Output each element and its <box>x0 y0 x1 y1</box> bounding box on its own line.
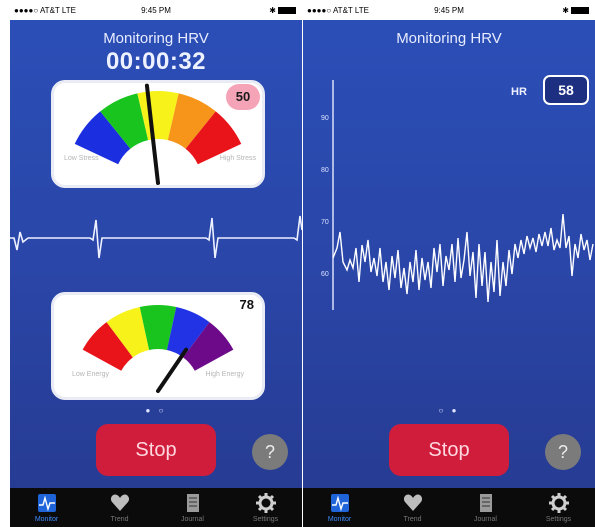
heartbeat-icon <box>38 494 56 512</box>
hr-label: HR <box>511 86 527 98</box>
page-title: Monitoring HRV <box>396 30 502 47</box>
high-energy-label: High Energy <box>205 371 244 378</box>
gauge-segment <box>183 322 234 371</box>
tab-settings[interactable]: Settings <box>229 488 302 527</box>
help-button[interactable]: ? <box>252 434 288 470</box>
tab-settings-label: Settings <box>252 516 279 523</box>
tab-settings[interactable]: Settings <box>522 488 595 527</box>
tab-journal-label: Journal <box>181 516 204 523</box>
y-tick-label: 60 <box>321 271 329 278</box>
hr-value-badge: 58 <box>543 75 589 105</box>
battery-icon: ✱ <box>562 6 589 15</box>
gauge-segment <box>185 111 242 165</box>
tab-trend[interactable]: Trend <box>376 488 449 527</box>
status-time: 9:45 PM <box>434 6 464 15</box>
journal-icon <box>480 494 492 512</box>
bluetooth-icon: ✱ <box>562 6 569 15</box>
status-bar: ●●●●○ AT&T LTE 9:45 PM ✱ <box>303 0 595 20</box>
heart-icon <box>403 494 423 511</box>
page-indicator[interactable]: ○ ● <box>438 406 460 415</box>
page-indicator[interactable]: ● ○ <box>145 406 167 415</box>
tab-bar: Monitor Trend Journal <box>10 488 302 527</box>
tab-trend[interactable]: Trend <box>83 488 156 527</box>
y-tick-label: 70 <box>321 219 329 226</box>
low-energy-label: Low Energy <box>72 371 109 378</box>
high-stress-label: High Stress <box>219 155 256 162</box>
hrv-trace <box>332 213 594 303</box>
gauge-segment <box>139 305 177 350</box>
tab-journal[interactable]: Journal <box>449 488 522 527</box>
tab-monitor[interactable]: Monitor <box>10 488 83 527</box>
tab-journal-label: Journal <box>474 516 497 523</box>
low-stress-label: Low Stress <box>64 155 99 162</box>
gauge-segment <box>167 93 216 149</box>
tab-bar: Monitor Trend Journal <box>303 488 595 527</box>
tab-monitor-label: Monitor <box>34 516 59 523</box>
carrier-signal: ●●●●○ AT&T LTE <box>307 6 369 15</box>
status-bar: ●●●●○ AT&T LTE 9:45 PM ✱ <box>10 0 302 20</box>
energy-gauge <box>82 305 234 393</box>
gauge-segment <box>74 111 131 165</box>
stop-button[interactable]: Stop <box>389 424 509 476</box>
y-tick-label: 90 <box>321 115 329 122</box>
y-tick-label: 80 <box>321 167 329 174</box>
gauge-segment <box>106 306 150 358</box>
gauge-needle <box>156 347 189 393</box>
bluetooth-icon: ✱ <box>269 6 276 15</box>
session-timer: 00:00:32 <box>105 48 207 75</box>
tab-monitor-label: Monitor <box>327 516 352 523</box>
heartbeat-icon <box>331 494 349 512</box>
gauge-segment <box>166 306 210 358</box>
tab-trend-label: Trend <box>110 516 129 523</box>
tab-trend-label: Trend <box>403 516 422 523</box>
energy-value: 78 <box>239 297 254 312</box>
gauge-segment <box>82 322 133 371</box>
help-button[interactable]: ? <box>545 434 581 470</box>
stress-gauge-card: Low Stress High Stress 50 <box>51 80 265 188</box>
journal-icon <box>187 494 199 512</box>
stress-value-badge: 50 <box>226 84 260 110</box>
heart-icon <box>110 494 130 511</box>
gauge-segment <box>100 93 149 149</box>
stress-gauge <box>74 83 242 185</box>
monitor-screen: ●●●●○ AT&T LTE 9:45 PM ✱ Monitoring HRV … <box>10 0 302 527</box>
hrv-plot: 90 80 70 60 <box>321 80 594 310</box>
battery-icon: ✱ <box>269 6 296 15</box>
gauge-needle <box>144 83 160 185</box>
hrv-graph-screen: ●●●●○ AT&T LTE 9:45 PM ✱ Monitoring HRV … <box>303 0 595 527</box>
status-time: 9:45 PM <box>141 6 171 15</box>
gear-icon <box>256 493 276 513</box>
heartbeat-waveform <box>10 215 302 259</box>
carrier-signal: ●●●●○ AT&T LTE <box>14 6 76 15</box>
stop-button[interactable]: Stop <box>96 424 216 476</box>
tab-journal[interactable]: Journal <box>156 488 229 527</box>
tab-settings-label: Settings <box>545 516 572 523</box>
energy-gauge-card: Low Energy High Energy 78 <box>51 292 265 400</box>
page-title: Monitoring HRV <box>103 30 209 47</box>
gear-icon <box>549 493 569 513</box>
tab-monitor[interactable]: Monitor <box>303 488 376 527</box>
